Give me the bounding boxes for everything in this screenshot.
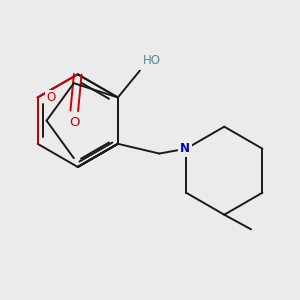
- Text: N: N: [180, 142, 190, 155]
- Text: O: O: [69, 116, 80, 130]
- Text: O: O: [46, 91, 55, 104]
- Text: HO: HO: [143, 54, 161, 67]
